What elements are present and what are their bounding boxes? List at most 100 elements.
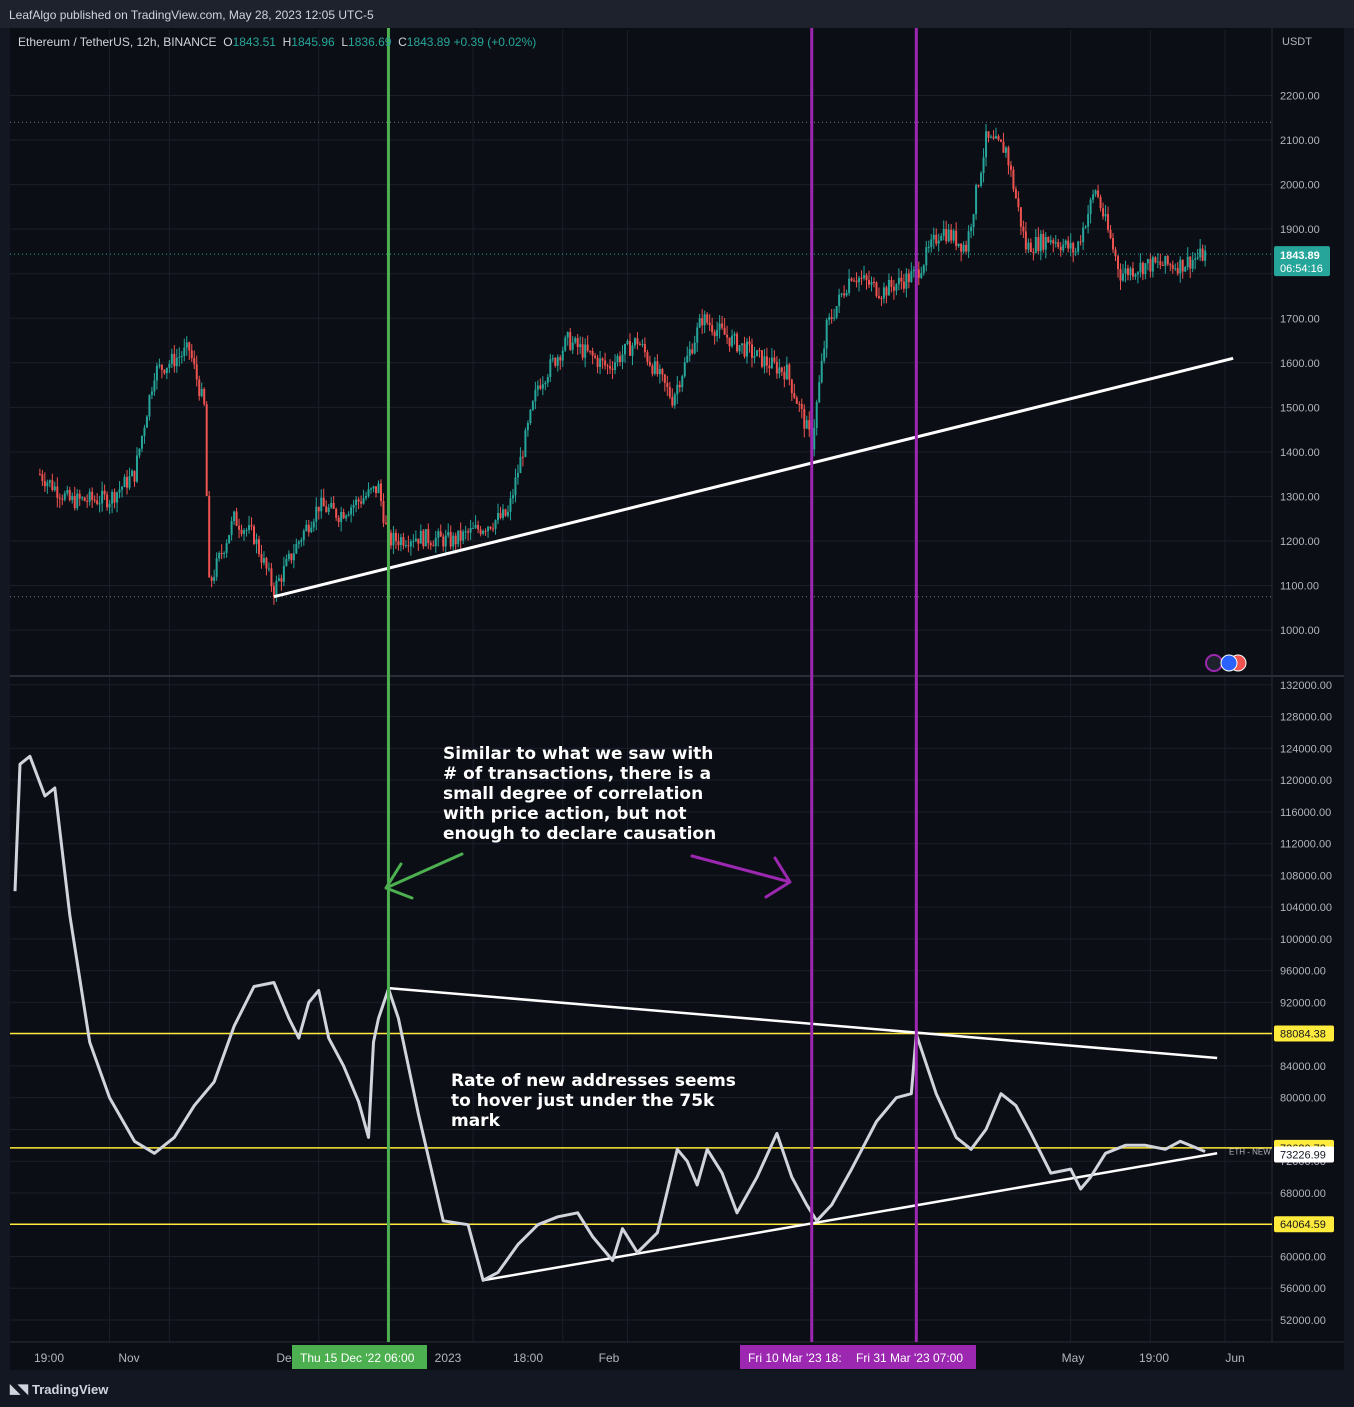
candle-body [947,229,950,242]
indicator-tick: 112000.00 [1280,839,1331,851]
change-value: +0.39 (+0.02%) [453,35,537,49]
candle-body [868,279,871,285]
candle-body [922,265,925,274]
candle-body [561,350,564,361]
candle-body [975,185,978,215]
candle-body [240,529,243,534]
candle-body [1002,141,1005,153]
candle-body [1146,259,1149,264]
candle-body [297,541,300,544]
candle-body [399,537,402,546]
candle-body [442,536,445,547]
candle-body [897,277,900,285]
candle-body [526,423,529,431]
candle-body [101,490,104,504]
high-value: 1845.96 [291,35,335,49]
candle-body [624,343,626,355]
candle-body [322,497,325,507]
candle-body [860,277,863,279]
tradingview-icon: ◣◥ [10,1381,28,1396]
candle-body [454,535,457,545]
candle-body [103,490,106,495]
candle-body [66,490,69,494]
purple-arrow [690,854,792,899]
time-tick: May [1062,1351,1085,1365]
candle-body [255,539,258,544]
candle-body [1176,268,1179,274]
price-tick: 1000.00 [1280,625,1320,637]
candle-body [743,343,746,357]
candle-body [248,525,251,531]
candle-body [997,136,1000,140]
candle-body [482,531,485,534]
candle-body [658,369,661,375]
candle-body [621,354,624,362]
candle-body [48,480,51,483]
candle-body [1032,252,1035,254]
candle-body [678,384,681,388]
candle-body [1149,259,1152,272]
candle-body [215,558,218,577]
time-tick: 19:00 [1139,1351,1169,1365]
candle-body [584,344,587,358]
candle-body [1084,226,1087,228]
candle-body [967,231,970,252]
candle-body [718,323,721,330]
candle-body [290,553,293,561]
candle-body [1082,227,1085,243]
candle-body [1189,256,1192,269]
candle-body [135,455,138,482]
candle-body [643,344,646,353]
candle-body [280,578,283,582]
candle-body [287,553,290,560]
indicator-tick: 68000.00 [1280,1188,1326,1200]
countdown-text: 06:54:16 [1280,263,1323,275]
candle-body [516,473,519,478]
candle-body [760,350,763,367]
candle-body [1161,264,1164,266]
candle-body [858,277,861,283]
candle-body [73,495,76,509]
candle-body [447,532,450,536]
candle-body [429,543,432,546]
candle-body [999,139,1002,142]
candle-body [427,529,430,544]
level-badge [1274,1025,1334,1042]
candle-body [312,521,315,528]
time-tick: Jun [1225,1351,1244,1365]
tradingview-logo[interactable]: ◣◥ TradingView [10,1381,108,1397]
candle-body [1169,264,1172,266]
candle-body [905,273,908,289]
candle-body [434,537,437,547]
annotation-new-addresses: Rate of new addresses seems to hover jus… [451,1071,736,1131]
candle-body [330,502,333,508]
indicator-tick: 120000.00 [1280,775,1332,787]
candle-body [706,314,709,323]
candle-body [1042,233,1045,250]
candle-body [773,357,776,362]
candle-body [163,369,166,374]
candle-body [327,507,330,513]
candle-body [409,541,412,547]
candle-body [133,470,136,482]
level-badge [1274,1216,1334,1233]
candle-body [96,500,99,505]
candle-body [952,230,955,241]
candle-body [337,517,340,523]
candle-body [414,538,417,542]
candle-body [636,338,639,345]
candle-body [850,278,853,281]
candle-body [389,532,392,546]
candle-body [1134,274,1137,277]
candle-body [190,350,193,359]
candle-body [987,131,990,138]
candle-body [569,332,572,350]
candle-body [990,136,993,138]
purple-time-marker-text-1: Fri 10 Mar '23 18: [748,1351,842,1365]
candle-body [957,243,960,247]
candle-body [619,356,622,362]
candle-body [746,341,749,357]
candle-body [200,388,203,397]
candle-body [116,492,119,503]
